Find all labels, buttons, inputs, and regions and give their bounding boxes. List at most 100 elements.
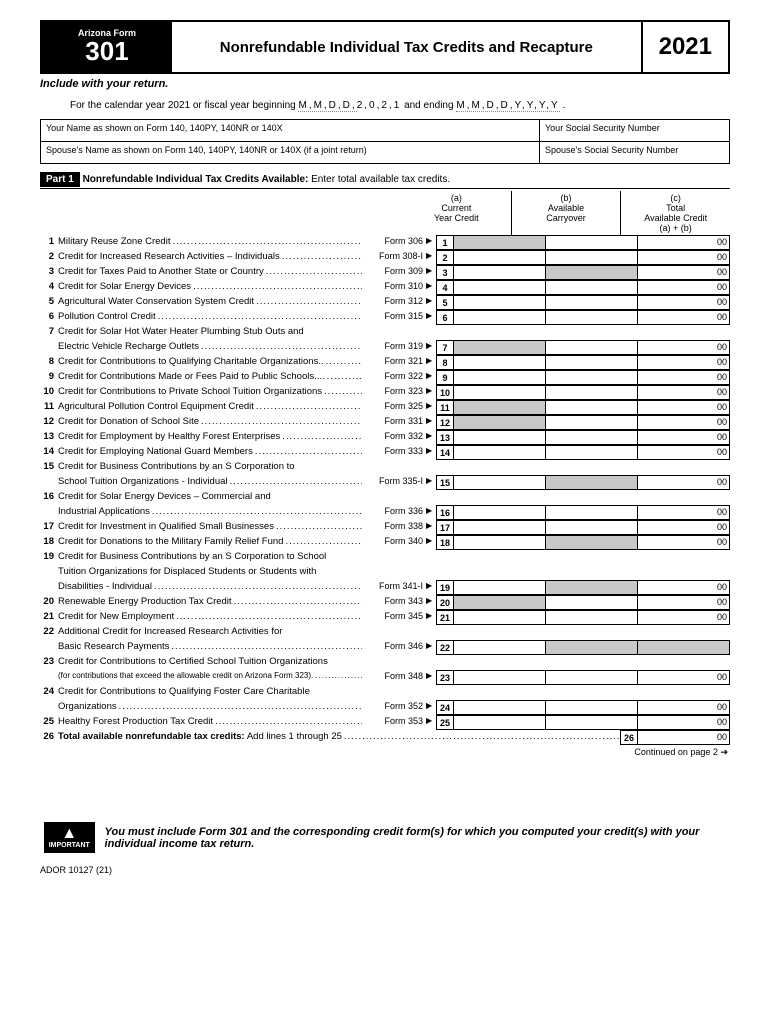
col-c-cell[interactable]: 00	[638, 430, 730, 445]
col-a-cell[interactable]	[454, 430, 546, 445]
col-b-cell[interactable]	[546, 250, 638, 265]
col-c-cell[interactable]: 00	[638, 235, 730, 250]
col-b-cell[interactable]	[546, 340, 638, 355]
arrow-icon: ▶	[426, 295, 436, 310]
col-a-cell[interactable]	[454, 715, 546, 730]
col-a-cell[interactable]	[454, 505, 546, 520]
col-b-cell[interactable]	[546, 505, 638, 520]
line-desc: Agricultural Water Conservation System C…	[58, 295, 362, 310]
col-b-cell[interactable]	[546, 355, 638, 370]
col-b-cell[interactable]	[546, 445, 638, 460]
col-a-cell[interactable]	[454, 580, 546, 595]
line-26-total[interactable]: 00	[638, 730, 730, 745]
spouse-ssn-field[interactable]: Spouse's Social Security Number	[540, 142, 730, 164]
col-a-cell[interactable]	[454, 265, 546, 280]
tax-year: 2021	[641, 22, 728, 72]
line-num: 17	[40, 520, 58, 535]
col-b-cell[interactable]	[546, 400, 638, 415]
col-a-cell[interactable]	[454, 370, 546, 385]
line-num: 20	[40, 595, 58, 610]
col-a-cell[interactable]	[454, 280, 546, 295]
credit-line: 5Agricultural Water Conservation System …	[40, 295, 730, 310]
col-a-cell[interactable]	[454, 475, 546, 490]
arrow-icon: ▶	[426, 475, 436, 490]
col-b-cell[interactable]	[546, 595, 638, 610]
col-c-cell[interactable]: 00	[638, 295, 730, 310]
line-desc: Healthy Forest Production Tax Credit	[58, 715, 362, 730]
col-b-cell[interactable]	[546, 520, 638, 535]
col-b-cell[interactable]	[546, 280, 638, 295]
col-a-cell[interactable]	[454, 520, 546, 535]
credit-line: 14Credit for Employing National Guard Me…	[40, 445, 730, 460]
spouse-name-field[interactable]: Spouse's Name as shown on Form 140, 140P…	[41, 142, 540, 164]
line-num: 4	[40, 280, 58, 295]
col-b-cell[interactable]	[546, 715, 638, 730]
ssn-field[interactable]: Your Social Security Number	[540, 120, 730, 142]
col-c-cell[interactable]: 00	[638, 475, 730, 490]
col-c-cell[interactable]: 00	[638, 310, 730, 325]
credit-line: 13Credit for Employment by Healthy Fores…	[40, 430, 730, 445]
col-c-cell[interactable]: 00	[638, 505, 730, 520]
name-field[interactable]: Your Name as shown on Form 140, 140PY, 1…	[41, 120, 540, 142]
col-c-cell[interactable]: 00	[638, 415, 730, 430]
arrow-icon: ▶	[426, 415, 436, 430]
col-c-cell[interactable]: 00	[638, 700, 730, 715]
col-b-cell[interactable]	[546, 385, 638, 400]
part1-title-bold: Nonrefundable Individual Tax Credits Ava…	[83, 174, 309, 185]
fiscal-begin-placeholder: M,M,D,D,	[298, 100, 356, 112]
credit-line: Disabilities - IndividualForm 341-I▶1900	[40, 580, 730, 595]
col-c-cell[interactable]: 00	[638, 670, 730, 685]
line-desc: Additional Credit for Increased Research…	[58, 625, 730, 640]
fiscal-prefix: For the calendar year 2021 or fiscal yea…	[70, 100, 298, 111]
col-b-cell[interactable]	[546, 700, 638, 715]
line-box-num: 17	[436, 520, 454, 535]
arrow-icon: ▶	[426, 400, 436, 415]
col-a-cell[interactable]	[454, 310, 546, 325]
col-c-cell[interactable]: 00	[638, 535, 730, 550]
col-b-cell[interactable]	[546, 370, 638, 385]
col-c-cell[interactable]: 00	[638, 580, 730, 595]
form-ref: Form 322	[362, 370, 426, 385]
arrow-icon: ▶	[426, 715, 436, 730]
col-c-cell[interactable]: 00	[638, 355, 730, 370]
col-a-cell[interactable]	[454, 610, 546, 625]
form-ref: Form 310	[362, 280, 426, 295]
col-c-cell[interactable]: 00	[638, 400, 730, 415]
col-a-cell[interactable]	[454, 295, 546, 310]
line-desc: (for contributions that exceed the allow…	[58, 670, 362, 685]
col-a-cell[interactable]	[454, 385, 546, 400]
col-a-cell[interactable]	[454, 640, 546, 655]
col-b-cell[interactable]	[546, 610, 638, 625]
col-c-cell[interactable]: 00	[638, 715, 730, 730]
col-b-cell[interactable]	[546, 415, 638, 430]
col-b-cell[interactable]	[546, 430, 638, 445]
col-b-cell[interactable]	[546, 295, 638, 310]
col-c-cell[interactable]: 00	[638, 370, 730, 385]
col-c-cell[interactable]: 00	[638, 280, 730, 295]
col-c-cell[interactable]: 00	[638, 610, 730, 625]
col-a-cell[interactable]	[454, 535, 546, 550]
col-c-cell[interactable]: 00	[638, 250, 730, 265]
col-c-cell[interactable]: 00	[638, 520, 730, 535]
col-b-cell[interactable]	[546, 310, 638, 325]
credit-line: 24Credit for Contributions to Qualifying…	[40, 685, 730, 700]
col-a-cell[interactable]	[454, 670, 546, 685]
col-c-cell[interactable]: 00	[638, 445, 730, 460]
col-b-cell[interactable]	[546, 235, 638, 250]
form-ref: Form 343	[362, 595, 426, 610]
arrow-icon: ▶	[426, 280, 436, 295]
col-c-cell[interactable]: 00	[638, 265, 730, 280]
name-label: Your Name as shown on Form 140, 140PY, 1…	[46, 123, 283, 133]
col-a-cell[interactable]	[454, 250, 546, 265]
col-b-cell[interactable]	[546, 670, 638, 685]
line-desc: Organizations	[58, 700, 362, 715]
col-a-cell[interactable]	[454, 445, 546, 460]
col-a-cell[interactable]	[454, 700, 546, 715]
col-c-cell[interactable]: 00	[638, 385, 730, 400]
col-c-cell[interactable]: 00	[638, 595, 730, 610]
form-ref: Form 341-I	[362, 580, 426, 595]
form-ref: Form 306	[362, 235, 426, 250]
col-a-cell[interactable]	[454, 355, 546, 370]
col-c-cell[interactable]: 00	[638, 340, 730, 355]
line-num: 14	[40, 445, 58, 460]
